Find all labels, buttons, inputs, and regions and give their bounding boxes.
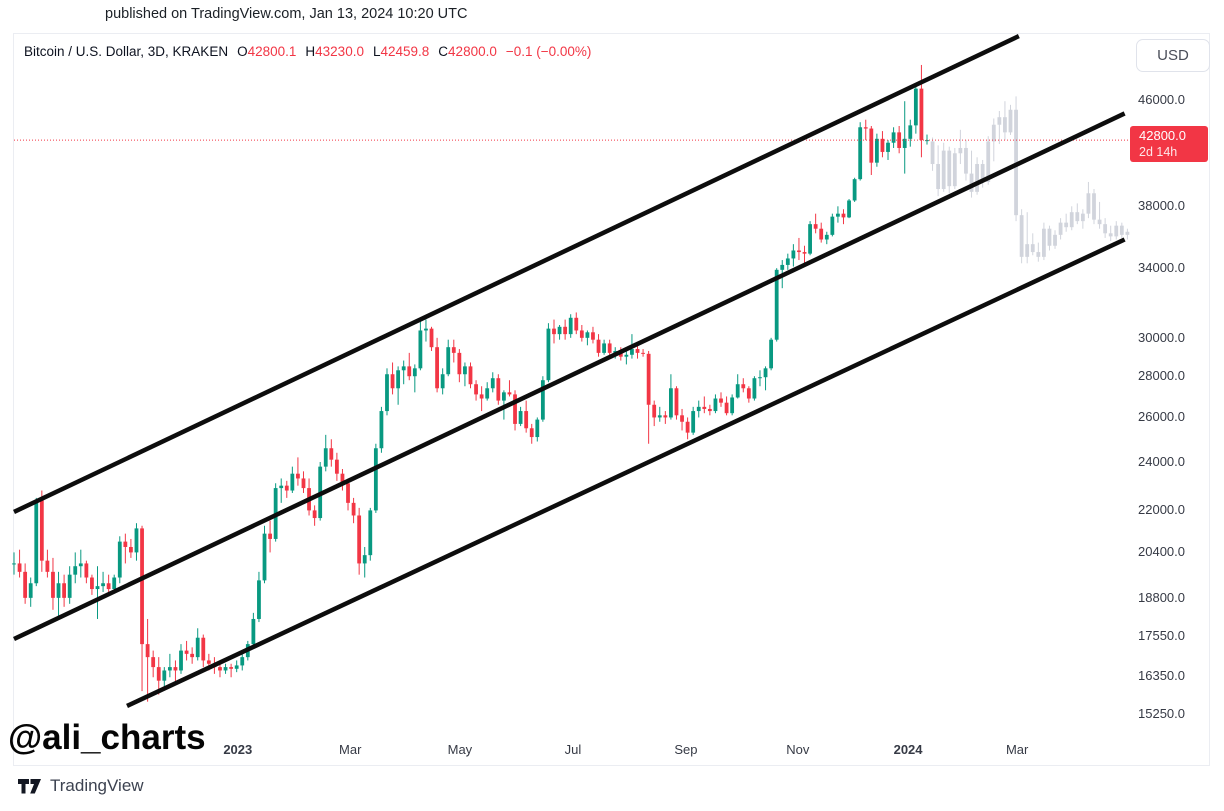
last-price-value: 42800.0 [1139,128,1186,144]
time-tick-label: Jul [564,742,582,757]
published-caption: published on TradingView.com, Jan 13, 20… [105,6,468,22]
time-tick-label: 2023 [223,742,253,757]
price-tick-label: 17550.0 [1138,628,1185,644]
price-tick-label: 24000.0 [1138,453,1185,469]
footer-branding: TradingView [18,776,144,796]
time-tick-label: May [447,742,473,757]
author-watermark: @ali_charts [8,718,206,757]
low-value: 42459.8 [380,44,430,59]
chart-widget [13,33,1210,766]
price-tick-label: 26000.0 [1138,409,1185,425]
low-label: L [372,44,381,59]
price-tick-label: 18800.0 [1138,589,1185,605]
change-value: −0.1 (−0.00%) [505,44,592,59]
close-value: 42800.0 [448,44,497,59]
price-tick-label: 46000.0 [1138,92,1185,107]
price-tick-label: 16350.0 [1138,667,1185,683]
price-tick-label: 20400.0 [1138,544,1185,560]
tradingview-logo-icon [18,778,41,793]
currency-button[interactable]: USD [1136,39,1210,72]
symbol-title: Bitcoin / U.S. Dollar, 3D, KRAKEN [24,44,229,59]
price-tick-label: 22000.0 [1138,502,1185,518]
high-label: H [305,44,316,59]
time-tick-label: Mar [339,742,362,757]
price-tick-label: 30000.0 [1138,329,1185,345]
chart-legend: Bitcoin / U.S. Dollar, 3D, KRAKEN O42800.… [24,44,591,59]
bar-countdown: 2d 14h [1139,145,1178,160]
open-value: 42800.1 [247,44,297,59]
time-tick-label: Nov [786,742,810,757]
time-tick-label: Sep [674,742,698,757]
close-label: C [438,44,449,59]
price-tick-label: 28000.0 [1138,368,1185,384]
price-tick-label: 38000.0 [1138,198,1185,214]
price-tick-label: 34000.0 [1138,260,1185,276]
time-tick-label: 2024 [893,742,923,757]
last-price-badge: 42800.0 2d 14h [1130,126,1208,163]
time-tick-label: Mar [1005,742,1029,757]
price-tick-label: 15250.0 [1138,706,1185,722]
open-label: O [237,44,248,59]
tradingview-brand-text: TradingView [50,776,144,795]
high-value: 43230.0 [315,44,364,59]
